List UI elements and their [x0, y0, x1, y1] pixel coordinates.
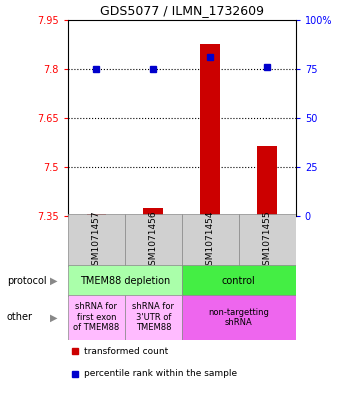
- Text: non-targetting
shRNA: non-targetting shRNA: [208, 308, 269, 327]
- Text: TMEM88 depletion: TMEM88 depletion: [80, 276, 170, 286]
- Bar: [125, 214, 182, 267]
- Bar: [182, 214, 239, 267]
- Bar: [200, 44, 220, 216]
- Text: protocol: protocol: [7, 276, 47, 286]
- Bar: [182, 295, 296, 340]
- Text: GSM1071457: GSM1071457: [92, 210, 101, 271]
- Text: other: other: [7, 312, 33, 322]
- Bar: [257, 146, 277, 216]
- Bar: [125, 295, 182, 340]
- Text: shRNA for
first exon
of TMEM88: shRNA for first exon of TMEM88: [73, 303, 120, 332]
- Bar: [86, 214, 106, 216]
- Bar: [68, 295, 125, 340]
- Text: percentile rank within the sample: percentile rank within the sample: [84, 369, 237, 378]
- Bar: [239, 214, 296, 267]
- Bar: [182, 265, 296, 297]
- Text: transformed count: transformed count: [84, 347, 168, 356]
- Text: ▶: ▶: [50, 276, 58, 286]
- Bar: [68, 265, 182, 297]
- Text: ▶: ▶: [50, 312, 58, 322]
- Bar: [143, 208, 164, 216]
- Bar: [68, 214, 125, 267]
- Text: GSM1071456: GSM1071456: [149, 210, 158, 271]
- Text: GSM1071455: GSM1071455: [263, 210, 272, 271]
- Title: GDS5077 / ILMN_1732609: GDS5077 / ILMN_1732609: [100, 4, 264, 17]
- Text: control: control: [222, 276, 256, 286]
- Text: shRNA for
3'UTR of
TMEM88: shRNA for 3'UTR of TMEM88: [132, 303, 174, 332]
- Text: GSM1071454: GSM1071454: [206, 211, 215, 271]
